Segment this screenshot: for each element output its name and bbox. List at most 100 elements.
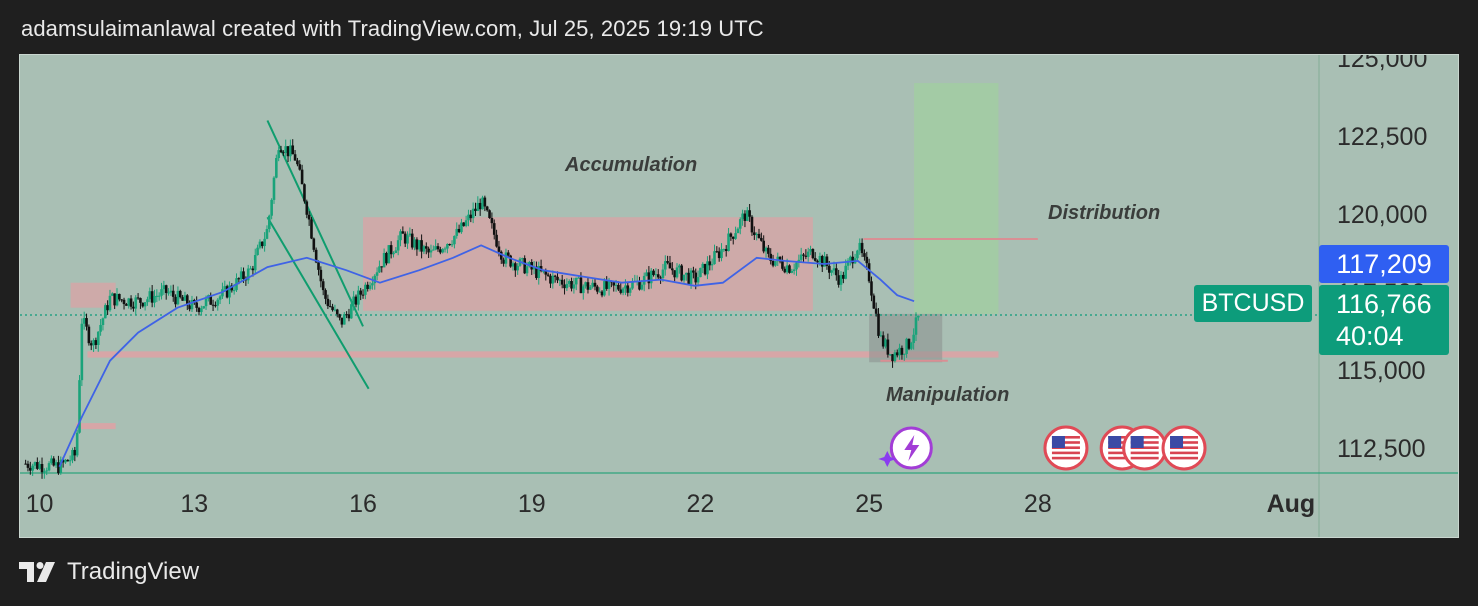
candle-body [160, 289, 163, 296]
candle-body [724, 249, 728, 252]
candle-body [736, 228, 740, 234]
trend-line-lower [266, 216, 370, 390]
candle-body [832, 268, 836, 271]
candle-body [59, 459, 63, 474]
candle-body [581, 286, 585, 294]
candle-body [415, 239, 419, 250]
candle-body [265, 229, 269, 239]
candle-body [722, 249, 726, 251]
candle-body [432, 249, 435, 251]
candle-body [406, 235, 409, 244]
candle-body [710, 264, 714, 266]
candle-body [326, 298, 330, 307]
candle-body [223, 286, 227, 290]
candle-body [52, 458, 56, 466]
candle-body [528, 262, 531, 267]
candle-body [211, 304, 215, 306]
candle-body [392, 252, 395, 255]
candle-body [342, 314, 346, 325]
candle-body [621, 288, 625, 293]
candle-body [150, 291, 154, 303]
candle-body [162, 285, 166, 290]
candle-body [87, 326, 91, 344]
candle-body [68, 460, 72, 462]
candle-body [816, 260, 819, 263]
candle-body [488, 210, 491, 218]
candle-body [333, 309, 337, 311]
candle-body [792, 269, 796, 271]
candle-body [790, 270, 794, 273]
candle-body [328, 306, 332, 308]
candle-body [542, 270, 545, 272]
candle-body [108, 295, 112, 311]
flag-canton [1108, 436, 1122, 448]
candle-body [45, 470, 49, 472]
candle-body [652, 270, 655, 276]
candle-body [813, 258, 817, 261]
candle-body [253, 255, 257, 271]
chart-frame[interactable]: 125,000122,500120,000117,500115,000112,5… [19, 54, 1459, 538]
candle-body [917, 315, 920, 318]
candle-body [277, 150, 280, 159]
candle-body [157, 295, 161, 297]
candle-body [738, 219, 742, 229]
candle-body [811, 249, 815, 259]
candle-body [200, 308, 203, 313]
candle-body [228, 285, 231, 298]
candle-body [57, 462, 60, 474]
candle-body [577, 277, 580, 279]
candle-body [827, 265, 831, 273]
candle-body [870, 281, 873, 296]
candle-body [570, 281, 573, 289]
candle-body [818, 255, 822, 263]
price-tick-label: 112,500 [1337, 435, 1426, 463]
candle-body [331, 306, 334, 311]
moving-average-price-tag: 117,209 [1319, 245, 1449, 283]
candle-body [551, 275, 555, 284]
candle-body [907, 338, 911, 349]
candle-body [837, 275, 840, 285]
candle-body [675, 267, 679, 278]
candle-body [246, 268, 250, 281]
price-tick-label: 120,000 [1337, 201, 1427, 229]
candle-body [905, 338, 908, 354]
candle-body [516, 265, 519, 271]
price-tick-label: 122,500 [1337, 123, 1427, 151]
candle-body [364, 284, 367, 295]
time-tick-label: 13 [180, 490, 208, 518]
flag-stripe [1130, 451, 1159, 455]
candle-body [572, 284, 576, 289]
symbol-tag[interactable]: BTCUSD [1194, 285, 1312, 322]
candle-body [204, 298, 208, 307]
candle-body [422, 246, 426, 252]
candle-body [692, 270, 695, 273]
candle-body [804, 255, 808, 257]
candle-body [703, 263, 707, 275]
flag-canton [1051, 436, 1065, 448]
candle-body [865, 256, 869, 264]
time-tick-label: 25 [855, 490, 883, 518]
candle-body [118, 293, 121, 300]
candle-body [174, 296, 177, 305]
candle-body [600, 291, 604, 296]
chart-header-text: adamsulaimanlawal created with TradingVi… [21, 16, 764, 41]
candle-body [350, 304, 353, 319]
time-tick-label: 10 [26, 490, 54, 518]
candle-body [481, 197, 484, 210]
flag-stripe [1108, 436, 1137, 439]
candle-body [202, 306, 205, 309]
candle-body [713, 251, 716, 265]
candle-body [429, 250, 433, 253]
candle-body [443, 248, 447, 250]
candle-body [101, 318, 105, 325]
candle-body [607, 281, 611, 289]
candle-body [279, 150, 283, 153]
candle-body [136, 297, 140, 299]
price-tick-label: 125,000 [1337, 55, 1427, 73]
candle-body [303, 184, 306, 202]
candle-body [298, 164, 302, 170]
candle-body [593, 282, 597, 287]
candle-body [874, 308, 878, 314]
candle-body [439, 249, 442, 253]
chart-canvas[interactable]: 125,000122,500120,000117,500115,000112,5… [20, 55, 1458, 537]
